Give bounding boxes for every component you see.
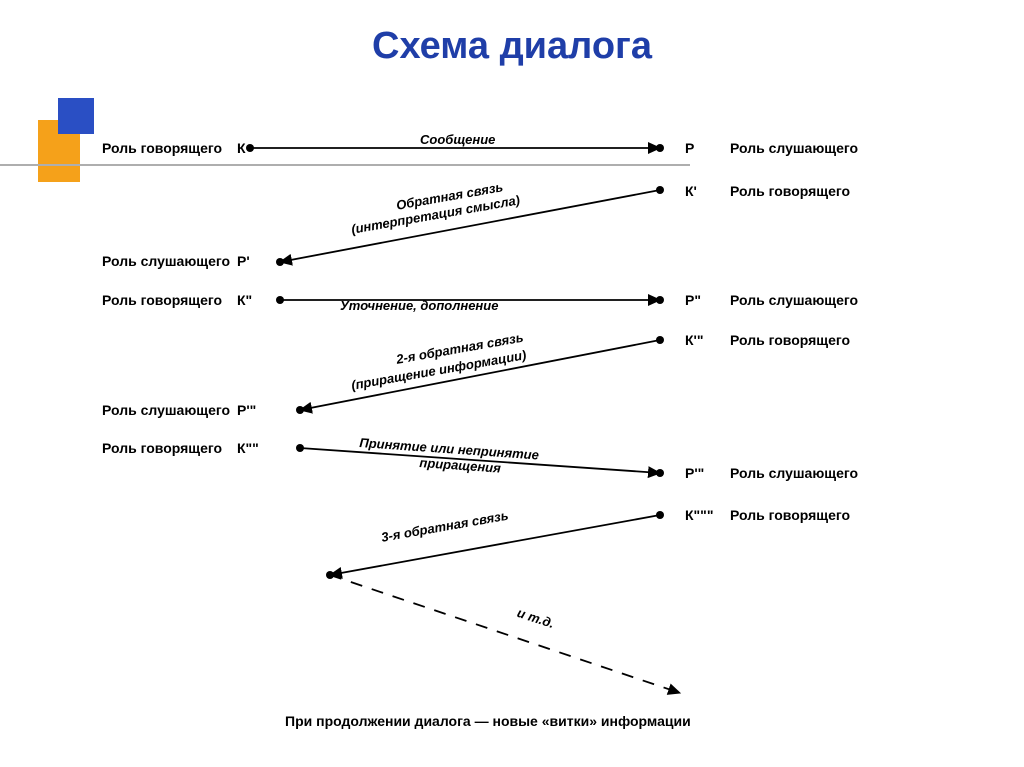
- role-label-r4: Роль говорящего: [730, 332, 850, 348]
- role-label-left4: Роль слушающего: [102, 402, 230, 418]
- role-sym-r5: Р'": [685, 465, 704, 481]
- role-sym-left3: К": [237, 292, 252, 308]
- role-label-r2: Роль говорящего: [730, 183, 850, 199]
- edge-label-e1: Сообщение: [420, 132, 495, 147]
- role-label-r5: Роль слушающего: [730, 465, 858, 481]
- role-sym-r2: К': [685, 183, 697, 199]
- role-sym-left1: К: [237, 140, 246, 156]
- role-sym-r1: Р: [685, 140, 694, 156]
- footnote: При продолжении диалога — новые «витки» …: [285, 713, 691, 729]
- role-label-left2: Роль слушающего: [102, 253, 230, 269]
- role-sym-r6: К""": [685, 507, 713, 523]
- role-sym-left5: К"": [237, 440, 259, 456]
- role-sym-r4: К'": [685, 332, 704, 348]
- role-label-left3: Роль говорящего: [102, 292, 222, 308]
- role-label-left5: Роль говорящего: [102, 440, 222, 456]
- role-sym-left4: Р'": [237, 402, 256, 418]
- role-label-r3: Роль слушающего: [730, 292, 858, 308]
- role-label-left1: Роль говорящего: [102, 140, 222, 156]
- role-sym-left2: Р': [237, 253, 250, 269]
- dialogue-diagram: [0, 0, 1024, 767]
- edge-label-e3: Уточнение, дополнение: [340, 298, 498, 313]
- role-label-r6: Роль говорящего: [730, 507, 850, 523]
- role-label-r1: Роль слушающего: [730, 140, 858, 156]
- role-sym-r3: Р": [685, 292, 701, 308]
